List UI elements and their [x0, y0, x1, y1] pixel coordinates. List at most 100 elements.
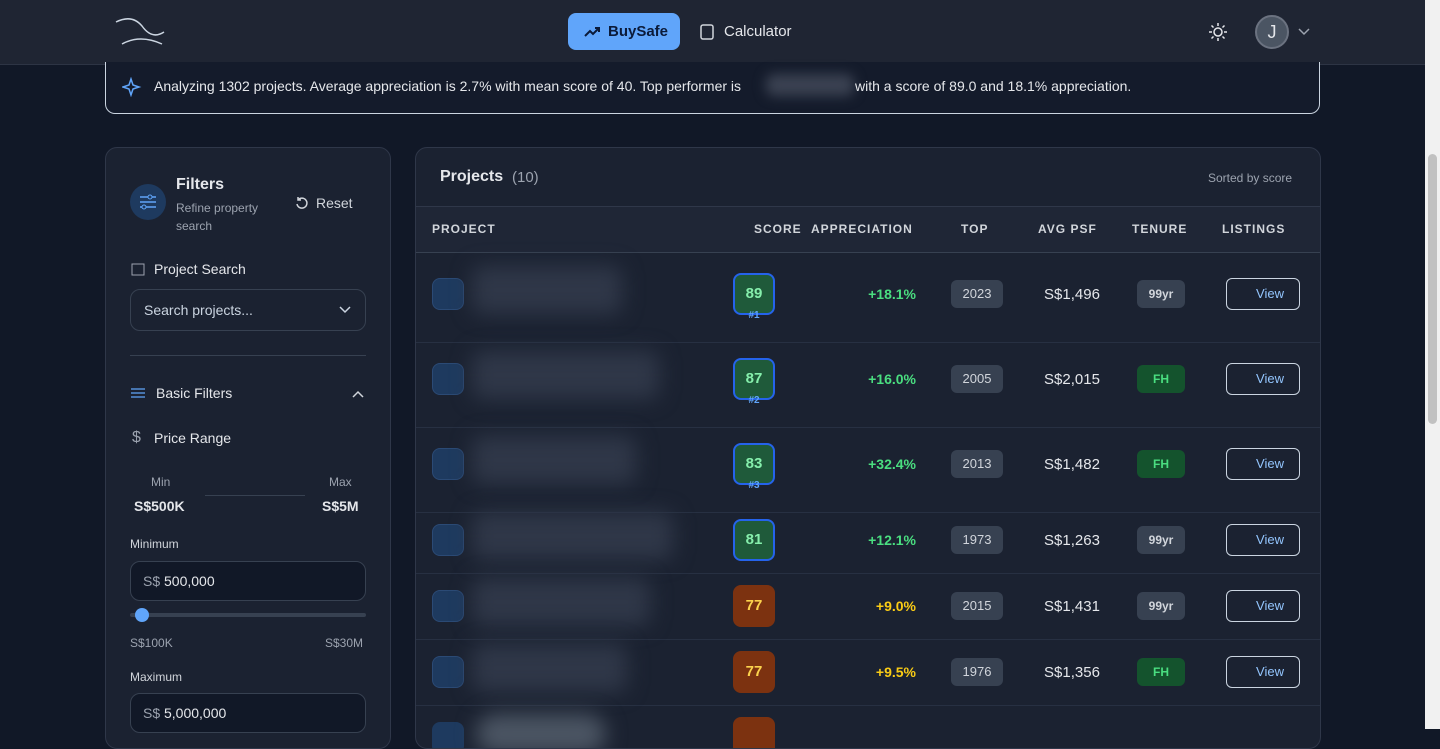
- redacted-name: [472, 578, 650, 626]
- summary-text: with a score of 89.0 and 18.1% appreciat…: [855, 78, 1132, 94]
- logo[interactable]: [112, 14, 168, 50]
- filters-title: Filters: [176, 176, 225, 193]
- label: Max: [329, 475, 352, 489]
- tenure-badge: 99yr: [1137, 526, 1185, 554]
- view-button[interactable]: View: [1226, 590, 1300, 622]
- score-badge: 87: [733, 358, 775, 400]
- top-badge: 2023: [951, 280, 1003, 308]
- label: S$100K: [130, 636, 173, 650]
- view-button[interactable]: View: [1226, 363, 1300, 395]
- appreciation: +32.4%: [868, 456, 916, 472]
- projects-panel: Projects (10) Sorted by score PROJECT SCO…: [415, 147, 1321, 749]
- column-header: AVG PSF: [1038, 222, 1097, 236]
- score-badge: 81: [733, 519, 775, 561]
- input-value: 500,000: [164, 573, 215, 589]
- top-badge: 2015: [951, 592, 1003, 620]
- score-badge: 77: [733, 651, 775, 693]
- redacted-name: [472, 436, 636, 484]
- project-icon: [432, 363, 464, 395]
- tenure-badge: FH: [1137, 658, 1185, 686]
- theme-toggle[interactable]: [1208, 22, 1228, 42]
- reset-button[interactable]: Reset: [316, 195, 353, 211]
- currency: S$: [143, 705, 161, 721]
- tenure-badge: FH: [1137, 450, 1185, 478]
- top-badge: 1976: [951, 658, 1003, 686]
- filters-icon: [130, 184, 166, 220]
- project-icon: [432, 590, 464, 622]
- score-badge: [733, 717, 775, 748]
- filters-subtitle: Refine property search: [176, 201, 259, 233]
- avatar[interactable]: J: [1255, 15, 1289, 49]
- redacted-name: [472, 644, 627, 692]
- search-input[interactable]: Search projects...: [130, 289, 366, 331]
- nav-item: BuySafe: [608, 23, 669, 40]
- avg-psf: S$2,015: [1044, 371, 1100, 388]
- redacted-name: [472, 351, 659, 399]
- minimum-input[interactable]: S$ 500,000: [130, 561, 366, 601]
- avg-psf: S$1,356: [1044, 664, 1100, 681]
- row-divider: [416, 705, 1320, 706]
- slider-track: [130, 613, 366, 617]
- project-icon: [432, 722, 464, 748]
- view-button[interactable]: View: [1226, 656, 1300, 688]
- scrollbar: [1425, 0, 1440, 729]
- row-divider: [416, 639, 1320, 640]
- maximum-input[interactable]: S$ 5,000,000: [130, 693, 366, 733]
- label: Price Range: [154, 430, 232, 446]
- projects-title: Projects: [440, 168, 504, 185]
- score-badge: 77: [733, 585, 775, 627]
- column-header: TOP: [961, 222, 989, 236]
- appreciation: +18.1%: [868, 286, 916, 302]
- redacted-name: [476, 714, 606, 748]
- top-badge: 2013: [951, 450, 1003, 478]
- currency: S$: [143, 573, 161, 589]
- label: Project Search: [154, 261, 246, 277]
- slider-thumb[interactable]: [135, 608, 149, 622]
- redacted-name: [766, 74, 854, 96]
- score-badge: 83: [733, 443, 775, 485]
- column-header: LISTINGS: [1222, 222, 1286, 236]
- redacted-name: [472, 512, 673, 560]
- column-header: PROJECT: [432, 222, 496, 236]
- appreciation: +16.0%: [868, 371, 916, 387]
- project-icon: [432, 656, 464, 688]
- tenure-badge: 99yr: [1137, 592, 1185, 620]
- column-header: TENURE: [1132, 222, 1188, 236]
- project-icon: [432, 278, 464, 310]
- min-value: S$500K: [134, 498, 185, 514]
- placeholder: Search projects...: [144, 302, 253, 318]
- rank: #3: [748, 480, 760, 491]
- projects-count: (10): [512, 169, 539, 186]
- row-divider: [416, 512, 1320, 513]
- icon: $: [132, 429, 141, 446]
- row-divider: [416, 573, 1320, 574]
- view-button[interactable]: View: [1226, 278, 1300, 310]
- buysafe-tab[interactable]: BuySafe: [568, 13, 680, 50]
- label: Maximum: [130, 670, 183, 684]
- redacted-name: [472, 266, 622, 314]
- max-value: S$5M: [322, 498, 359, 514]
- avg-psf: S$1,482: [1044, 456, 1100, 473]
- filters-panel: Filters Refine property search Reset Pro…: [105, 147, 391, 749]
- navbar: BuySafe Calculator J: [0, 0, 1425, 65]
- row-divider: [416, 427, 1320, 428]
- nav-item[interactable]: Calculator: [724, 23, 792, 40]
- rank: #2: [748, 395, 760, 406]
- project-icon: [432, 524, 464, 556]
- avg-psf: S$1,496: [1044, 286, 1100, 303]
- sort-note: Sorted by score: [1208, 171, 1293, 185]
- table-header: [416, 206, 1320, 253]
- section-title[interactable]: Basic Filters: [156, 385, 233, 401]
- label: Min: [151, 475, 171, 489]
- avg-psf: S$1,431: [1044, 598, 1100, 615]
- view-button[interactable]: View: [1226, 448, 1300, 480]
- summary-text: Analyzing 1302 projects. Average appreci…: [154, 78, 742, 94]
- row-divider: [416, 342, 1320, 343]
- view-button[interactable]: View: [1226, 524, 1300, 556]
- tenure-badge: 99yr: [1137, 280, 1185, 308]
- label: Minimum: [130, 537, 179, 551]
- input-value: 5,000,000: [164, 705, 227, 721]
- project-icon: [432, 448, 464, 480]
- appreciation: +12.1%: [868, 532, 916, 548]
